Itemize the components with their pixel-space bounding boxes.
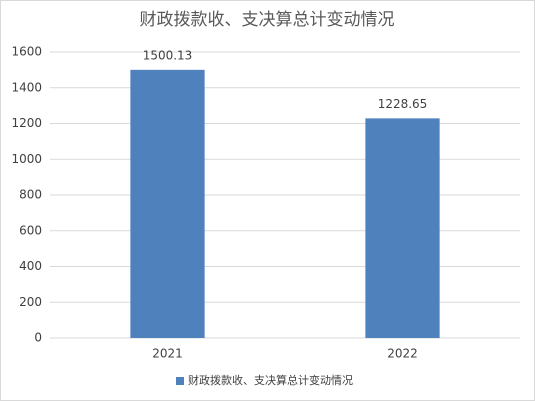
x-tick-label: 2022 <box>387 347 418 361</box>
legend-label: 财政拨款收、支决算总计变动情况 <box>188 373 353 387</box>
y-tick-label: 1600 <box>11 45 42 59</box>
bar <box>130 69 205 339</box>
x-tick-label: 2021 <box>152 347 183 361</box>
y-tick-label: 600 <box>19 223 42 237</box>
data-label: 1228.65 <box>378 97 428 111</box>
y-tick-label: 1400 <box>11 80 42 94</box>
y-tick-label: 800 <box>19 188 42 202</box>
chart-title: 财政拨款收、支决算总计变动情况 <box>140 10 395 30</box>
y-tick-label: 200 <box>19 295 42 309</box>
legend-swatch <box>176 377 184 385</box>
y-tick-label: 0 <box>34 331 42 345</box>
y-tick-label: 1000 <box>11 152 42 166</box>
y-tick-label: 1200 <box>11 116 42 130</box>
data-label: 1500.13 <box>143 48 193 62</box>
bar <box>365 118 440 338</box>
y-tick-label: 400 <box>19 259 42 273</box>
